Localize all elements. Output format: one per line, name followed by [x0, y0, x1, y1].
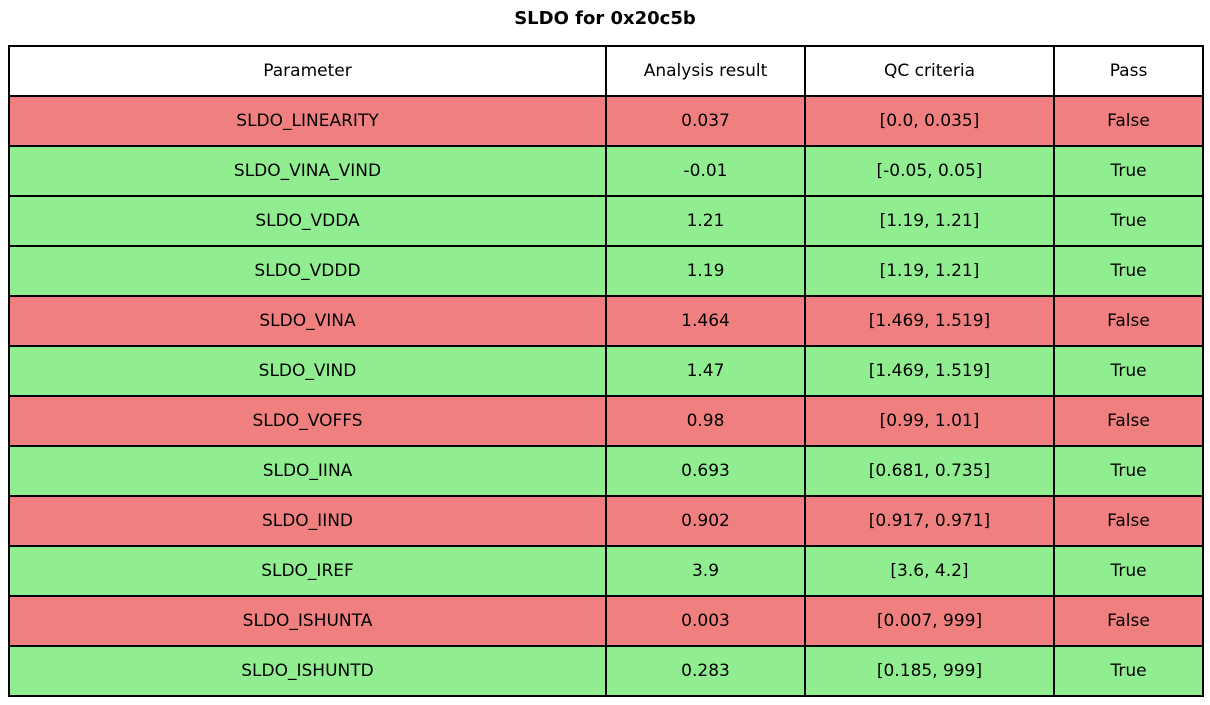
- cell-parameter: SLDO_VOFFS: [8, 395, 607, 447]
- column-header-parameter: Parameter: [8, 45, 607, 97]
- cell-parameter: SLDO_VINA_VIND: [8, 145, 607, 197]
- cell-parameter: SLDO_VDDA: [8, 195, 607, 247]
- page-title: SLDO for 0x20c5b: [514, 8, 696, 29]
- cell-result: 0.003: [605, 595, 806, 647]
- table-row: SLDO_ISHUNTA 0.003 [0.007, 999] False: [8, 595, 1204, 647]
- table-row: SLDO_VDDD 1.19 [1.19, 1.21] True: [8, 245, 1204, 297]
- cell-parameter: SLDO_ISHUNTD: [8, 645, 607, 697]
- table-row: SLDO_IINA 0.693 [0.681, 0.735] True: [8, 445, 1204, 497]
- cell-result: 0.902: [605, 495, 806, 547]
- table-row: SLDO_VINA_VIND -0.01 [-0.05, 0.05] True: [8, 145, 1204, 197]
- table-row: SLDO_VIND 1.47 [1.469, 1.519] True: [8, 345, 1204, 397]
- table-row: SLDO_VOFFS 0.98 [0.99, 1.01] False: [8, 395, 1204, 447]
- cell-pass: True: [1053, 345, 1204, 397]
- cell-parameter: SLDO_VINA: [8, 295, 607, 347]
- cell-pass: True: [1053, 645, 1204, 697]
- column-header-qc-criteria: QC criteria: [804, 45, 1055, 97]
- cell-result: 1.21: [605, 195, 806, 247]
- column-header-pass: Pass: [1053, 45, 1204, 97]
- table-row: SLDO_VDDA 1.21 [1.19, 1.21] True: [8, 195, 1204, 247]
- table-row: SLDO_IIND 0.902 [0.917, 0.971] False: [8, 495, 1204, 547]
- cell-criteria: [1.19, 1.21]: [804, 195, 1055, 247]
- cell-parameter: SLDO_IREF: [8, 545, 607, 597]
- cell-criteria: [-0.05, 0.05]: [804, 145, 1055, 197]
- cell-parameter: SLDO_IIND: [8, 495, 607, 547]
- cell-pass: True: [1053, 545, 1204, 597]
- cell-result: 1.19: [605, 245, 806, 297]
- cell-result: 0.693: [605, 445, 806, 497]
- cell-pass: False: [1053, 495, 1204, 547]
- cell-result: 0.283: [605, 645, 806, 697]
- cell-criteria: [1.469, 1.519]: [804, 345, 1055, 397]
- qc-table: Parameter Analysis result QC criteria Pa…: [8, 45, 1204, 697]
- cell-pass: True: [1053, 245, 1204, 297]
- cell-parameter: SLDO_ISHUNTA: [8, 595, 607, 647]
- table-row: SLDO_IREF 3.9 [3.6, 4.2] True: [8, 545, 1204, 597]
- cell-pass: False: [1053, 395, 1204, 447]
- cell-criteria: [0.917, 0.971]: [804, 495, 1055, 547]
- table-row: SLDO_LINEARITY 0.037 [0.0, 0.035] False: [8, 95, 1204, 147]
- cell-pass: False: [1053, 295, 1204, 347]
- cell-result: 0.98: [605, 395, 806, 447]
- table-row: SLDO_VINA 1.464 [1.469, 1.519] False: [8, 295, 1204, 347]
- cell-criteria: [0.185, 999]: [804, 645, 1055, 697]
- table-header-row: Parameter Analysis result QC criteria Pa…: [8, 45, 1204, 97]
- cell-result: 1.464: [605, 295, 806, 347]
- cell-pass: True: [1053, 445, 1204, 497]
- cell-pass: True: [1053, 195, 1204, 247]
- cell-criteria: [0.007, 999]: [804, 595, 1055, 647]
- cell-parameter: SLDO_VIND: [8, 345, 607, 397]
- table-row: SLDO_ISHUNTD 0.283 [0.185, 999] True: [8, 645, 1204, 697]
- cell-pass: True: [1053, 145, 1204, 197]
- cell-result: 3.9: [605, 545, 806, 597]
- cell-criteria: [3.6, 4.2]: [804, 545, 1055, 597]
- cell-result: 1.47: [605, 345, 806, 397]
- cell-result: -0.01: [605, 145, 806, 197]
- column-header-analysis-result: Analysis result: [605, 45, 806, 97]
- cell-criteria: [0.0, 0.035]: [804, 95, 1055, 147]
- cell-pass: False: [1053, 595, 1204, 647]
- cell-parameter: SLDO_VDDD: [8, 245, 607, 297]
- cell-criteria: [0.681, 0.735]: [804, 445, 1055, 497]
- cell-result: 0.037: [605, 95, 806, 147]
- table-body: SLDO_LINEARITY 0.037 [0.0, 0.035] False SLDO…: [8, 95, 1204, 697]
- cell-criteria: [1.19, 1.21]: [804, 245, 1055, 297]
- cell-criteria: [0.99, 1.01]: [804, 395, 1055, 447]
- cell-criteria: [1.469, 1.519]: [804, 295, 1055, 347]
- cell-pass: False: [1053, 95, 1204, 147]
- cell-parameter: SLDO_LINEARITY: [8, 95, 607, 147]
- table-header: Parameter Analysis result QC criteria Pa…: [8, 45, 1204, 97]
- cell-parameter: SLDO_IINA: [8, 445, 607, 497]
